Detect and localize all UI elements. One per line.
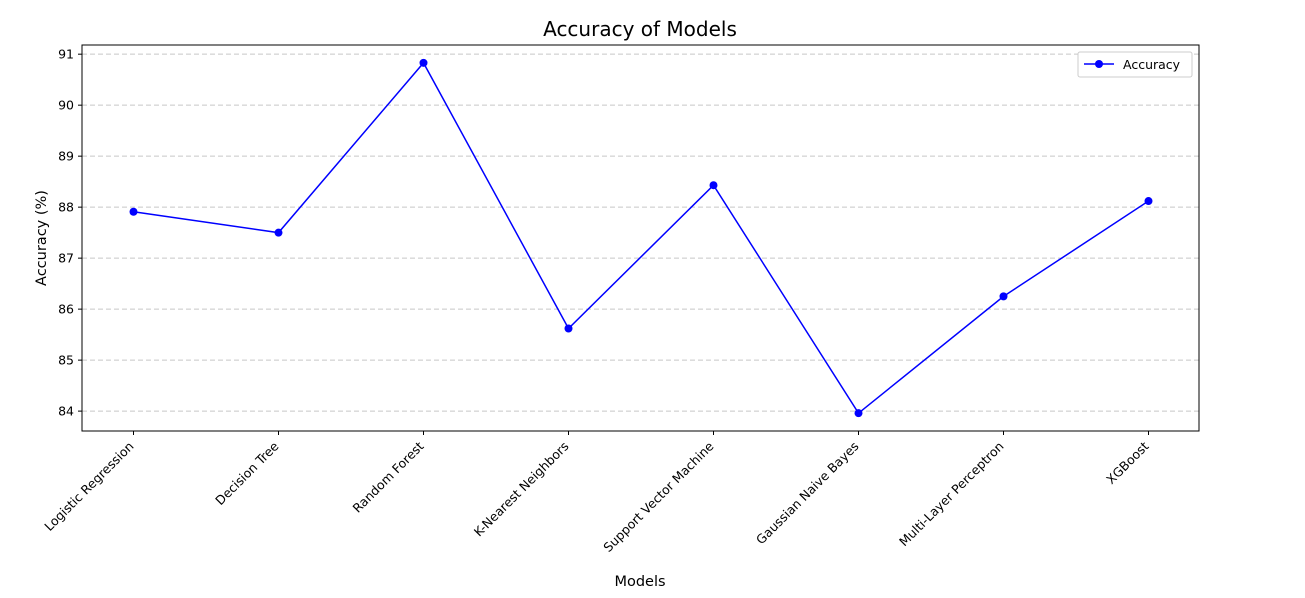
data-point — [129, 207, 138, 216]
y-tick-label: 91 — [58, 47, 74, 62]
x-tick-label: Random Forest — [349, 438, 426, 515]
data-point — [709, 181, 718, 190]
legend-label: Accuracy — [1123, 57, 1181, 72]
series-line-accuracy — [133, 61, 1149, 415]
x-tick-label: K-Nearest Neighbors — [471, 439, 572, 540]
x-tick-label: Logistic Regression — [41, 439, 136, 534]
series-layer — [129, 58, 1153, 418]
data-point — [274, 228, 283, 237]
chart-title: Accuracy of Models — [543, 17, 737, 41]
y-axis-ticks: 84 85 86 87 88 89 90 91 — [58, 47, 82, 419]
x-tick-label: Multi-Layer Perceptron — [896, 439, 1007, 550]
y-tick-label: 88 — [58, 200, 74, 215]
x-tick-label: XGBoost — [1103, 438, 1152, 487]
plot-frame — [81, 44, 1200, 432]
legend-box — [1077, 51, 1193, 78]
data-point — [854, 409, 863, 418]
y-tick-label: 87 — [58, 251, 74, 266]
x-axis-ticks: Logistic Regression Decision Tree Random F… — [41, 431, 1152, 555]
x-axis-label: Models — [614, 574, 665, 590]
legend-marker — [1095, 60, 1103, 68]
data-point — [419, 58, 428, 67]
data-point — [999, 292, 1008, 301]
y-tick-label: 84 — [58, 404, 74, 419]
x-tick-label: Decision Tree — [212, 438, 282, 508]
legend: Accuracy — [1077, 51, 1193, 78]
y-tick-label: 90 — [58, 98, 74, 113]
x-tick-label: Gaussian Naive Bayes — [753, 439, 862, 548]
y-axis-label: Accuracy (%) — [34, 190, 50, 286]
data-point — [1144, 197, 1153, 206]
y-tick-label: 86 — [58, 302, 74, 317]
y-tick-label: 85 — [58, 353, 74, 368]
data-point — [564, 324, 573, 333]
x-tick-label: Support Vector Machine — [600, 438, 717, 555]
gridlines — [82, 53, 1199, 412]
y-tick-label: 89 — [58, 149, 74, 164]
